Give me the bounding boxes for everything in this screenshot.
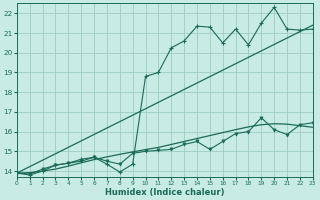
X-axis label: Humidex (Indice chaleur): Humidex (Indice chaleur) [105, 188, 225, 197]
